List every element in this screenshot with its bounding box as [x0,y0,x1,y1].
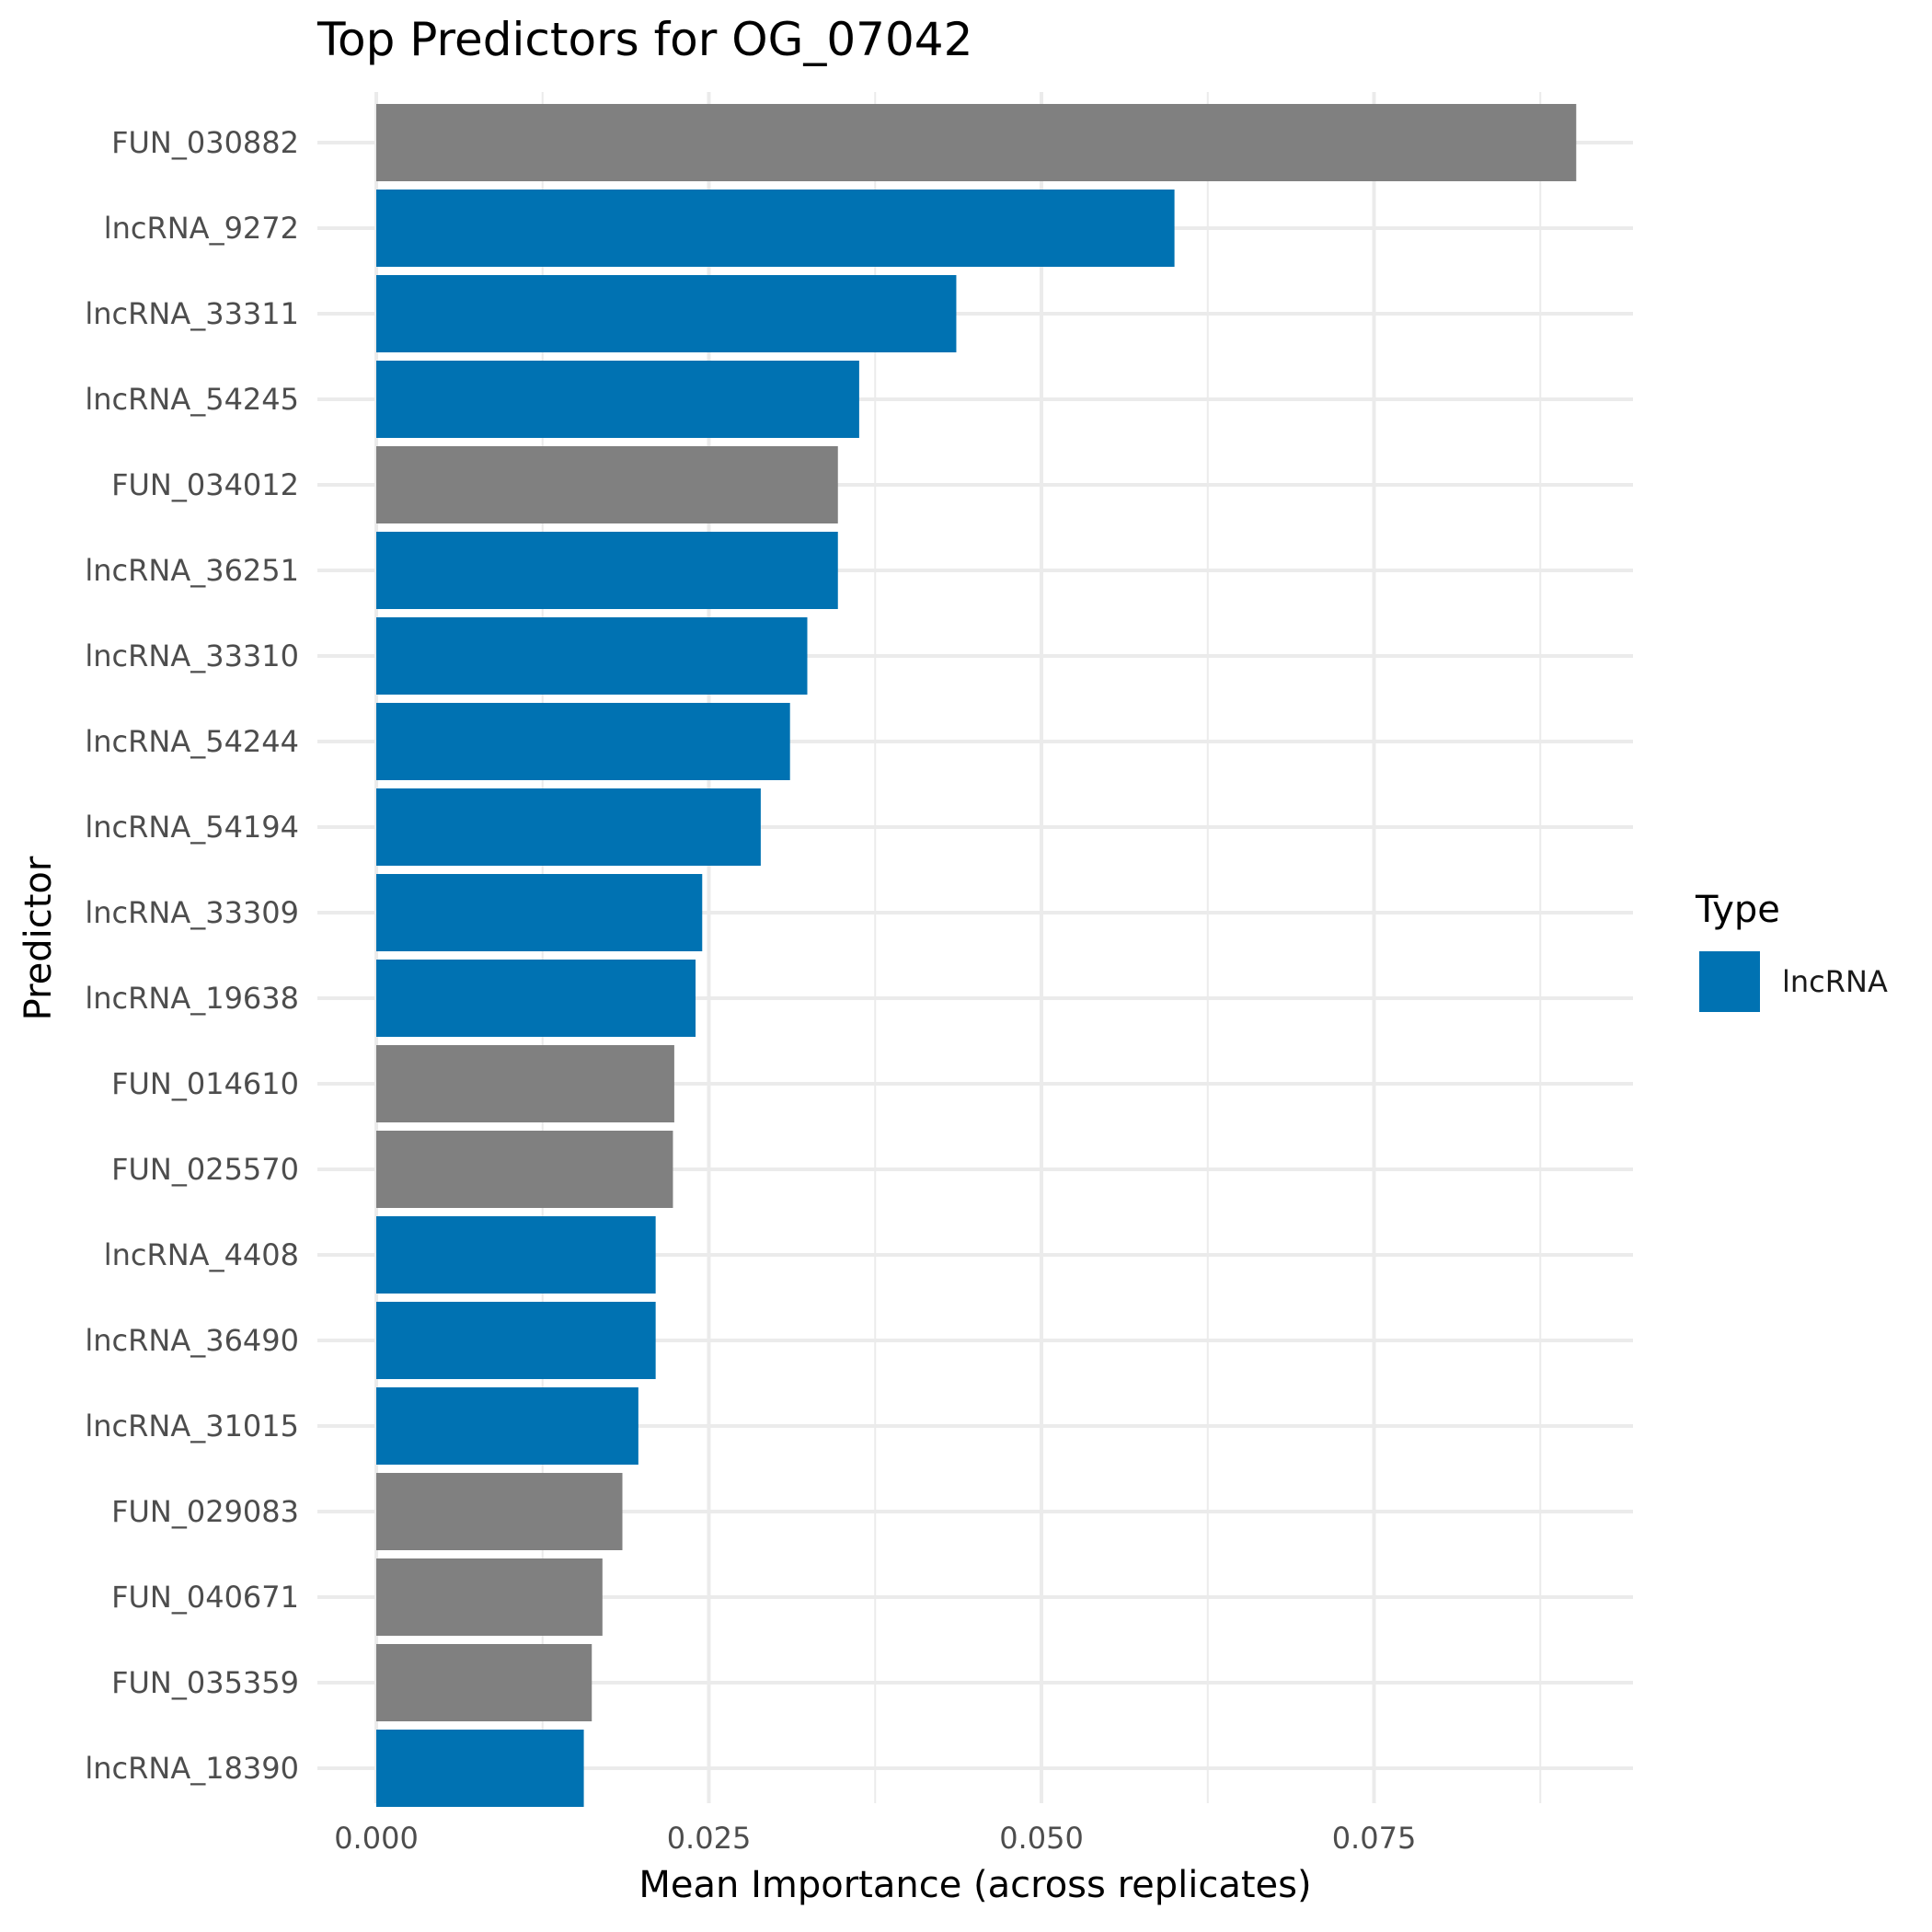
bar-lncrna_19638 [376,960,696,1037]
legend: Type lncRNA [1695,889,1888,1012]
bar-fun_034012 [376,446,838,523]
bar-lncrna_33311 [376,275,957,352]
bars [376,104,1577,1807]
x-tick-label: 0.000 [334,1821,419,1856]
bar-lncrna_33310 [376,617,808,695]
y-tick-label: lncRNA_18390 [85,1751,299,1786]
bar-fun_035359 [376,1644,592,1721]
chart-title: Top Predictors for OG_07042 [316,13,972,66]
bar-lncrna_36251 [376,532,838,609]
y-tick-label: FUN_014610 [111,1066,299,1101]
y-tick-label: lncRNA_36490 [85,1323,299,1358]
legend-key-lncrna [1699,951,1760,1012]
y-tick-label: FUN_034012 [111,467,299,502]
bar-lncrna_31015 [376,1387,638,1465]
bar-fun_040671 [376,1558,603,1636]
y-tick-label: lncRNA_9272 [104,211,299,246]
x-tick-label: 0.050 [999,1821,1084,1856]
y-tick-label: FUN_030882 [111,125,299,160]
y-tick-labels: FUN_030882 lncRNA_9272 lncRNA_33311 lncRNA_… [85,125,299,1786]
y-tick-label: FUN_025570 [111,1152,299,1187]
bar-lncrna_54194 [376,788,761,866]
x-tick-label: 0.075 [1332,1821,1417,1856]
y-tick-label: lncRNA_36251 [85,553,299,588]
bar-lncrna_18390 [376,1730,584,1807]
legend-label-lncrna: lncRNA [1782,964,1888,999]
bar-fun_014610 [376,1045,674,1122]
y-axis-title: Predictor [17,856,60,1020]
bar-fun_030882 [376,104,1577,181]
y-tick-label: FUN_035359 [111,1665,299,1700]
y-tick-label: lncRNA_54245 [85,382,299,417]
bar-lncrna_54244 [376,703,790,780]
x-axis-title: Mean Importance (across replicates) [638,1864,1311,1906]
y-tick-label: lncRNA_4408 [104,1237,299,1272]
y-tick-label: lncRNA_33311 [85,296,299,331]
bar-fun_025570 [376,1131,673,1208]
bar-fun_029083 [376,1473,623,1550]
bar-lncrna_36490 [376,1302,656,1379]
bar-lncrna_33309 [376,874,703,951]
x-tick-labels: 0.000 0.025 0.050 0.075 [334,1821,1416,1856]
y-tick-label: FUN_029083 [111,1494,299,1529]
x-tick-label: 0.025 [667,1821,752,1856]
bar-lncrna_4408 [376,1216,656,1294]
y-tick-label: lncRNA_31015 [85,1409,299,1443]
bar-lncrna_54245 [376,361,859,438]
y-tick-label: lncRNA_54194 [85,810,299,845]
y-tick-label: lncRNA_19638 [85,981,299,1016]
y-tick-label: lncRNA_33310 [85,638,299,673]
y-tick-label: lncRNA_33309 [85,895,299,930]
y-tick-label: FUN_040671 [111,1580,299,1615]
y-tick-label: lncRNA_54244 [85,724,299,759]
legend-title: Type [1695,889,1780,931]
bar-lncrna_9272 [376,190,1175,267]
